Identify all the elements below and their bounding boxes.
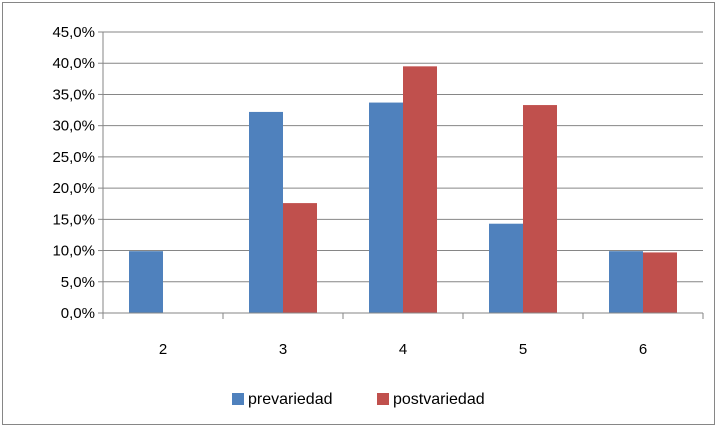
chart-frame — [2, 2, 715, 425]
bar-prevariedad-5 — [489, 223, 523, 313]
bar-prevariedad-3 — [249, 111, 283, 313]
bar-postvariedad-3 — [283, 203, 317, 313]
bars — [129, 66, 677, 313]
x-tick-label: 2 — [159, 341, 167, 358]
legend-label-prevariedad: prevariedad — [248, 391, 333, 408]
y-tick-label: 5,0% — [61, 274, 95, 291]
y-axis-ticks: 0,0% 5,0% 10,0% 15,0% 20,0% 25,0% 30,0% 35,0% 40… — [52, 24, 103, 322]
bar-prevariedad-4 — [369, 102, 403, 313]
axes — [102, 32, 703, 314]
legend-label-postvariedad: postvariedad — [393, 391, 485, 408]
y-tick-label: 15,0% — [52, 211, 95, 228]
x-tick-label: 4 — [399, 341, 407, 358]
y-tick-label: 25,0% — [52, 149, 95, 166]
y-tick-label: 40,0% — [52, 55, 95, 72]
x-axis-ticks: 2 3 4 5 6 — [102, 313, 704, 358]
legend-swatch-prevariedad — [232, 393, 244, 405]
x-tick-label: 3 — [279, 341, 287, 358]
y-tick-label: 30,0% — [52, 118, 95, 135]
x-tick-label: 6 — [639, 341, 647, 358]
bar-postvariedad-4 — [403, 66, 437, 313]
bar-postvariedad-6 — [643, 252, 677, 313]
y-tick-label: 10,0% — [52, 243, 95, 260]
bar-prevariedad-2 — [129, 251, 163, 313]
bar-prevariedad-6 — [609, 251, 643, 313]
legend-swatch-postvariedad — [377, 393, 389, 405]
y-tick-label: 35,0% — [52, 86, 95, 103]
x-tick-label: 5 — [519, 341, 527, 358]
y-tick-label: 45,0% — [52, 24, 95, 41]
legend: prevariedad postvariedad — [232, 391, 485, 408]
y-tick-label: 0,0% — [61, 305, 95, 322]
bar-postvariedad-5 — [523, 105, 557, 313]
y-tick-label: 20,0% — [52, 180, 95, 197]
